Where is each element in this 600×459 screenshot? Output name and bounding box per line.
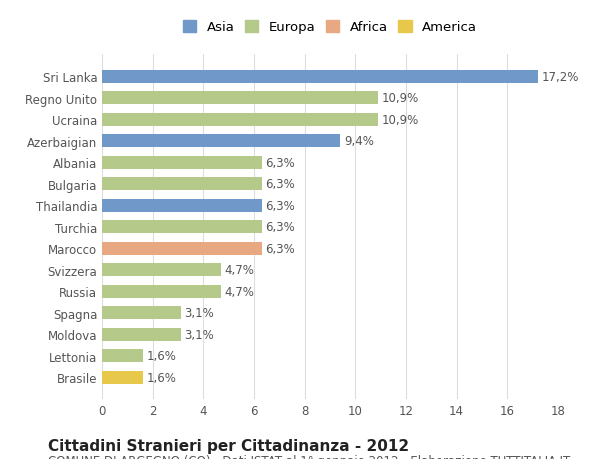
Text: 6,3%: 6,3%	[265, 242, 295, 255]
Bar	[102, 113, 378, 127]
Text: 3,1%: 3,1%	[184, 307, 214, 319]
Text: 1,6%: 1,6%	[146, 349, 176, 362]
Bar	[102, 71, 538, 84]
Text: 6,3%: 6,3%	[265, 157, 295, 169]
Bar	[102, 307, 181, 319]
Bar	[102, 328, 181, 341]
Text: 3,1%: 3,1%	[184, 328, 214, 341]
Bar	[102, 221, 262, 234]
Bar	[102, 371, 143, 384]
Bar	[102, 349, 143, 362]
Bar	[102, 178, 262, 191]
Bar	[102, 263, 221, 276]
Text: 4,7%: 4,7%	[225, 285, 255, 298]
Text: 6,3%: 6,3%	[265, 221, 295, 234]
Text: 9,4%: 9,4%	[344, 135, 374, 148]
Bar	[102, 157, 262, 169]
Text: 10,9%: 10,9%	[382, 113, 419, 127]
Bar	[102, 92, 378, 105]
Text: Cittadini Stranieri per Cittadinanza - 2012: Cittadini Stranieri per Cittadinanza - 2…	[48, 438, 409, 453]
Text: COMUNE DI ARGEGNO (CO) - Dati ISTAT al 1° gennaio 2012 - Elaborazione TUTTITALIA: COMUNE DI ARGEGNO (CO) - Dati ISTAT al 1…	[48, 454, 570, 459]
Bar	[102, 135, 340, 148]
Bar	[102, 199, 262, 212]
Text: 6,3%: 6,3%	[265, 199, 295, 212]
Text: 17,2%: 17,2%	[542, 71, 579, 84]
Bar	[102, 242, 262, 255]
Bar	[102, 285, 221, 298]
Text: 1,6%: 1,6%	[146, 371, 176, 384]
Text: 4,7%: 4,7%	[225, 263, 255, 277]
Legend: Asia, Europa, Africa, America: Asia, Europa, Africa, America	[179, 17, 481, 38]
Text: 6,3%: 6,3%	[265, 178, 295, 191]
Text: 10,9%: 10,9%	[382, 92, 419, 105]
